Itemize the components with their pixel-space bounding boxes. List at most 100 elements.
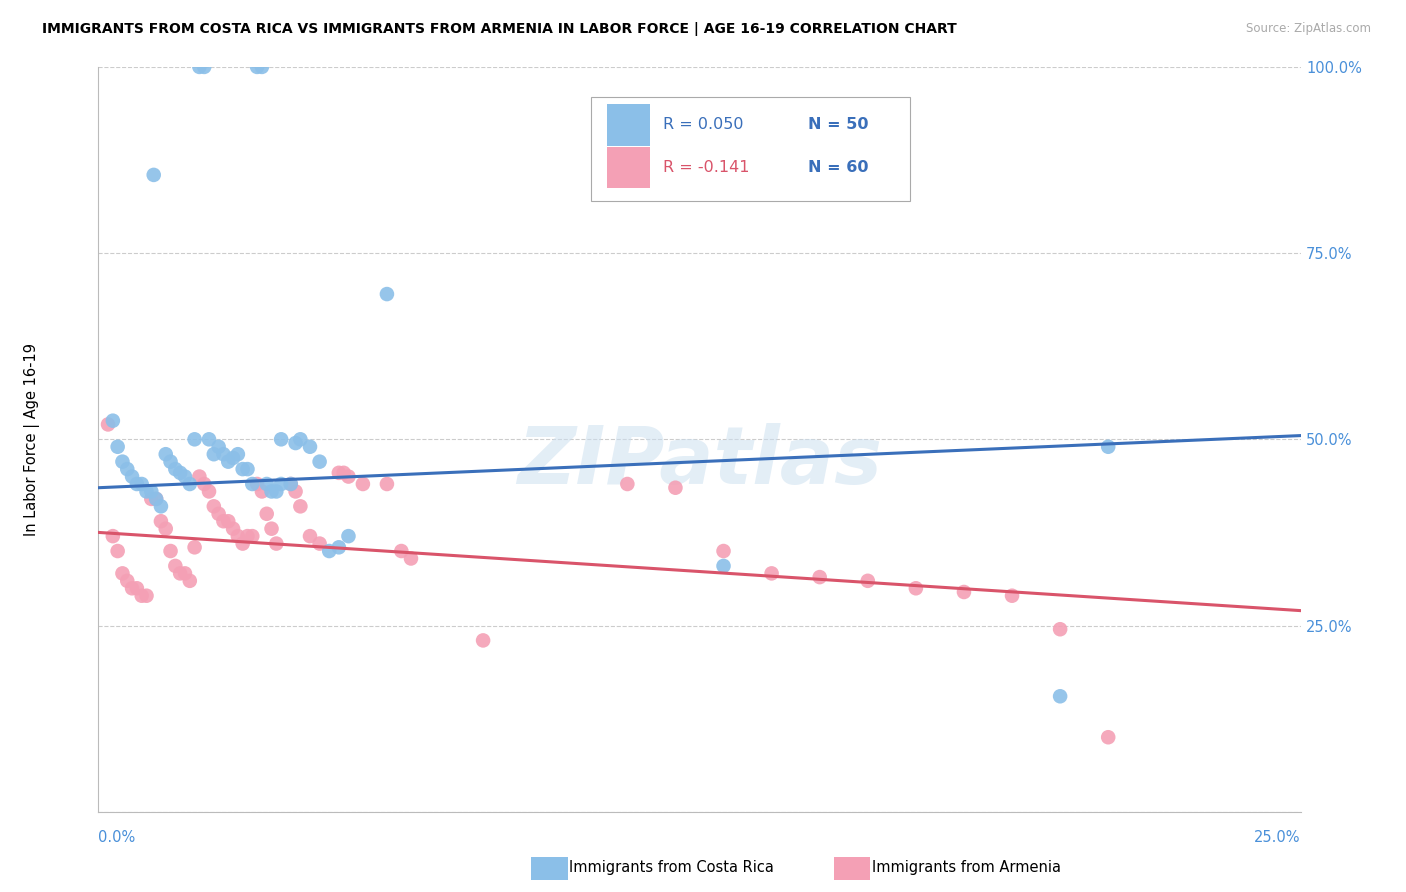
- Point: [107, 544, 129, 558]
- Point: [1049, 622, 1071, 636]
- Point: [174, 566, 197, 581]
- Point: [159, 544, 181, 558]
- Point: [352, 477, 374, 491]
- Point: [236, 529, 259, 543]
- Point: [145, 491, 167, 506]
- Point: [308, 536, 330, 550]
- Point: [250, 484, 273, 499]
- Point: [308, 455, 330, 469]
- Point: [135, 484, 157, 499]
- Point: [135, 589, 157, 603]
- Point: [904, 582, 927, 596]
- FancyBboxPatch shape: [607, 104, 650, 146]
- Point: [155, 522, 177, 536]
- Text: 0.0%: 0.0%: [98, 830, 135, 846]
- Point: [337, 469, 360, 483]
- Point: [270, 433, 292, 447]
- Point: [260, 522, 283, 536]
- Point: [332, 466, 354, 480]
- Point: [101, 529, 124, 543]
- Point: [246, 477, 269, 491]
- Point: [107, 440, 129, 454]
- Point: [198, 433, 221, 447]
- Point: [284, 484, 307, 499]
- Point: [256, 477, 278, 491]
- Point: [226, 529, 249, 543]
- Point: [328, 541, 350, 555]
- Point: [399, 551, 422, 566]
- Point: [280, 477, 302, 491]
- Text: R = 0.050: R = 0.050: [664, 118, 744, 133]
- Point: [141, 491, 163, 506]
- Point: [240, 529, 263, 543]
- Point: [111, 455, 134, 469]
- Point: [246, 60, 269, 74]
- Point: [389, 544, 412, 558]
- Point: [226, 447, 249, 461]
- Text: Source: ZipAtlas.com: Source: ZipAtlas.com: [1246, 22, 1371, 36]
- Point: [270, 477, 292, 491]
- Point: [217, 455, 239, 469]
- Text: 25.0%: 25.0%: [1254, 830, 1301, 846]
- Point: [856, 574, 879, 588]
- Point: [125, 477, 148, 491]
- Point: [174, 469, 197, 483]
- Point: [193, 60, 215, 74]
- Point: [222, 522, 245, 536]
- Point: [101, 414, 124, 428]
- Point: [761, 566, 783, 581]
- Point: [616, 477, 638, 491]
- Point: [260, 484, 283, 499]
- Point: [290, 500, 312, 514]
- Point: [298, 440, 321, 454]
- Point: [142, 168, 165, 182]
- Point: [217, 514, 239, 528]
- Point: [179, 477, 201, 491]
- Point: [131, 589, 153, 603]
- Point: [337, 529, 360, 543]
- Point: [121, 582, 143, 596]
- Point: [250, 60, 273, 74]
- Point: [183, 541, 205, 555]
- FancyBboxPatch shape: [592, 96, 910, 201]
- Point: [375, 477, 398, 491]
- Point: [188, 60, 211, 74]
- Point: [145, 491, 167, 506]
- Point: [121, 469, 143, 483]
- Point: [1001, 589, 1024, 603]
- Point: [125, 582, 148, 596]
- Point: [155, 447, 177, 461]
- Point: [953, 585, 976, 599]
- Point: [236, 462, 259, 476]
- Text: Immigrants from Armenia: Immigrants from Armenia: [872, 861, 1060, 875]
- Point: [298, 529, 321, 543]
- Point: [202, 500, 225, 514]
- Point: [169, 466, 191, 480]
- FancyBboxPatch shape: [607, 146, 650, 188]
- Text: R = -0.141: R = -0.141: [664, 160, 749, 175]
- Point: [256, 507, 278, 521]
- Text: N = 50: N = 50: [807, 118, 868, 133]
- Point: [1097, 440, 1119, 454]
- Point: [165, 462, 187, 476]
- Point: [188, 469, 211, 483]
- Point: [375, 287, 398, 301]
- Point: [1097, 730, 1119, 744]
- Point: [1049, 690, 1071, 704]
- Point: [212, 514, 235, 528]
- Point: [202, 447, 225, 461]
- Point: [149, 514, 172, 528]
- Point: [141, 484, 163, 499]
- Point: [232, 536, 254, 550]
- Point: [472, 633, 495, 648]
- Point: [713, 558, 735, 573]
- Point: [193, 477, 215, 491]
- Point: [240, 477, 263, 491]
- Text: ZIPatlas: ZIPatlas: [517, 423, 882, 500]
- Point: [664, 481, 686, 495]
- Point: [290, 433, 312, 447]
- Text: Immigrants from Costa Rica: Immigrants from Costa Rica: [569, 861, 775, 875]
- Point: [179, 574, 201, 588]
- Point: [318, 544, 340, 558]
- Point: [149, 500, 172, 514]
